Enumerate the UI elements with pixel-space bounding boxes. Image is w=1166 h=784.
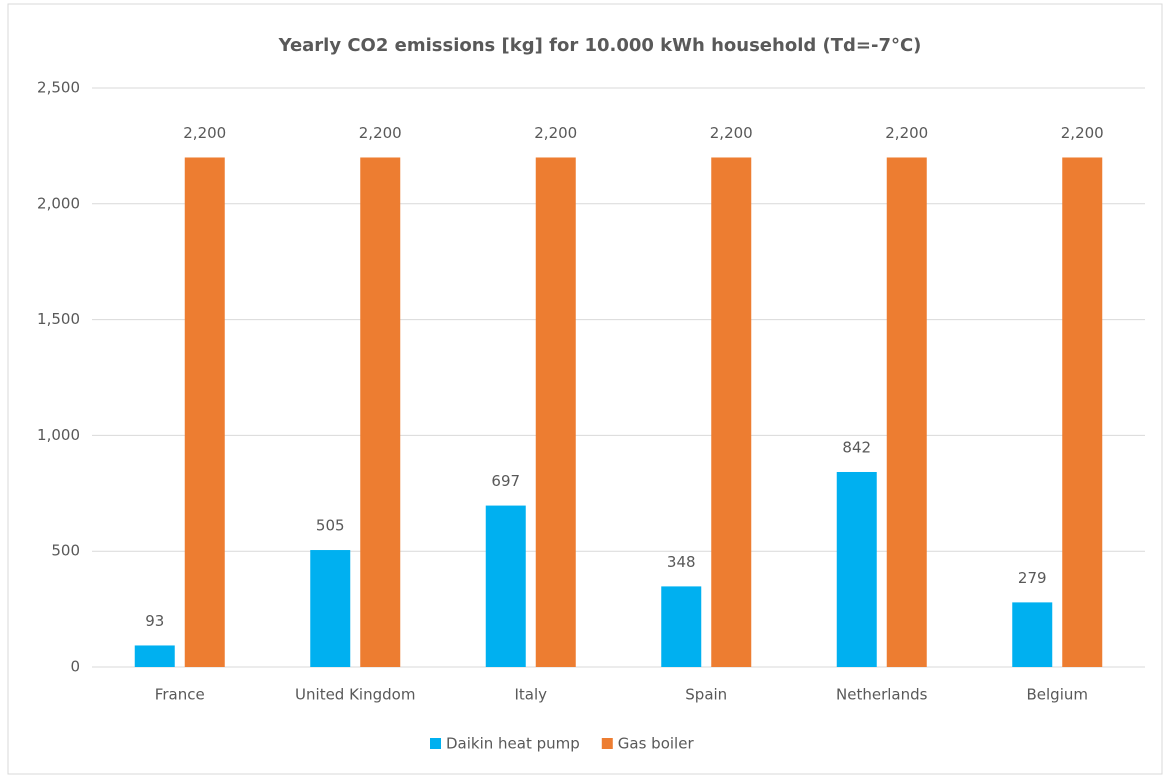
y-tick-label: 1,500 [37,310,80,328]
legend-swatch [430,738,441,749]
x-tick-label: France [155,686,205,704]
legend-swatch [601,738,613,749]
x-tick-label: United Kingdom [295,686,415,704]
data-label: 2,200 [183,124,226,142]
bar [184,157,225,668]
y-tick-label: 0 [70,658,80,676]
data-label: 697 [491,472,520,490]
y-tick-label: 2,500 [37,79,80,97]
data-label: 2,200 [1061,124,1104,142]
bar [360,157,401,668]
bar [836,471,877,667]
y-tick-label: 1,000 [37,426,80,444]
bar [535,157,576,668]
data-label: 348 [667,553,696,571]
data-label: 2,200 [885,124,928,142]
bar [711,157,752,668]
data-label: 93 [145,612,164,630]
data-label: 2,200 [534,124,577,142]
legend-label: Daikin heat pump [446,735,580,753]
bar [485,505,526,667]
chart-frame [7,3,1163,775]
data-label: 842 [842,438,871,456]
data-label: 279 [1018,569,1047,587]
data-label: 2,200 [710,124,753,142]
y-tick-label: 500 [51,542,80,560]
bar [1062,157,1103,668]
y-tick-label: 2,000 [37,194,80,212]
bar [886,157,927,668]
x-tick-label: Belgium [1027,686,1089,704]
bar [134,645,175,667]
x-tick-label: Netherlands [836,686,928,704]
bar [310,550,351,667]
data-label: 2,200 [359,124,402,142]
bar [1012,602,1053,667]
legend-label: Gas boiler [618,735,695,753]
bar [661,586,702,667]
data-label: 505 [316,517,345,535]
x-tick-label: Italy [514,686,547,704]
x-tick-label: Spain [685,686,727,704]
chart-title: Yearly CO2 emissions [kg] for 10.000 kWh… [278,35,922,56]
